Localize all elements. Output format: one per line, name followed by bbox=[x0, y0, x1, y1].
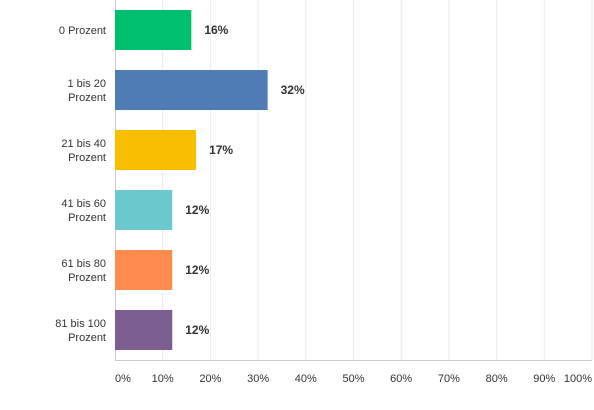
x-tick-label: 90% bbox=[533, 373, 555, 385]
x-tick-label: 100% bbox=[564, 373, 592, 385]
data-label: 17% bbox=[209, 143, 233, 157]
bar bbox=[115, 250, 173, 290]
x-tick-label: 60% bbox=[390, 373, 412, 385]
data-label: 16% bbox=[204, 23, 228, 37]
x-tick-label: 0% bbox=[115, 373, 131, 385]
x-tick-label: 80% bbox=[486, 373, 508, 385]
bar bbox=[115, 190, 173, 230]
category-label: 81 bis 100 Prozent bbox=[55, 318, 106, 344]
x-tick-label: 70% bbox=[438, 373, 460, 385]
data-label: 12% bbox=[185, 323, 209, 337]
bar bbox=[115, 70, 268, 110]
x-tick-label: 10% bbox=[152, 373, 174, 385]
data-label: 12% bbox=[185, 263, 209, 277]
category-label: 1 bis 20 Prozent bbox=[67, 78, 106, 104]
x-tick-label: 40% bbox=[295, 373, 317, 385]
data-label: 12% bbox=[185, 203, 209, 217]
bar bbox=[115, 10, 192, 50]
data-label: 32% bbox=[281, 83, 305, 97]
x-tick-label: 20% bbox=[199, 373, 221, 385]
bar bbox=[115, 130, 197, 170]
category-label: 21 bis 40 Prozent bbox=[61, 138, 106, 164]
bar bbox=[115, 310, 173, 350]
category-label: 41 bis 60 Prozent bbox=[61, 198, 106, 224]
bars bbox=[115, 10, 268, 350]
x-tick-label: 30% bbox=[247, 373, 269, 385]
category-label: 61 bis 80 Prozent bbox=[61, 258, 106, 284]
category-label: 0 Prozent bbox=[59, 25, 106, 37]
x-tick-label: 50% bbox=[342, 373, 364, 385]
grid-lines bbox=[115, 0, 593, 361]
labels: 16% 0 Prozent 32% 1 bis 20 Prozent 17% 21 bis … bbox=[55, 23, 592, 385]
